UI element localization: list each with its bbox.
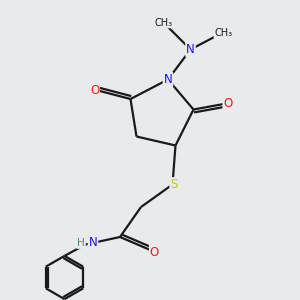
Text: CH₃: CH₃ bbox=[154, 17, 172, 28]
Text: H: H bbox=[77, 238, 85, 248]
Text: O: O bbox=[150, 245, 159, 259]
Text: S: S bbox=[170, 178, 178, 191]
Text: CH₃: CH₃ bbox=[214, 28, 232, 38]
Text: N: N bbox=[164, 73, 172, 86]
Text: N: N bbox=[88, 236, 98, 250]
Text: O: O bbox=[224, 97, 232, 110]
Text: O: O bbox=[90, 83, 99, 97]
Text: N: N bbox=[186, 43, 195, 56]
